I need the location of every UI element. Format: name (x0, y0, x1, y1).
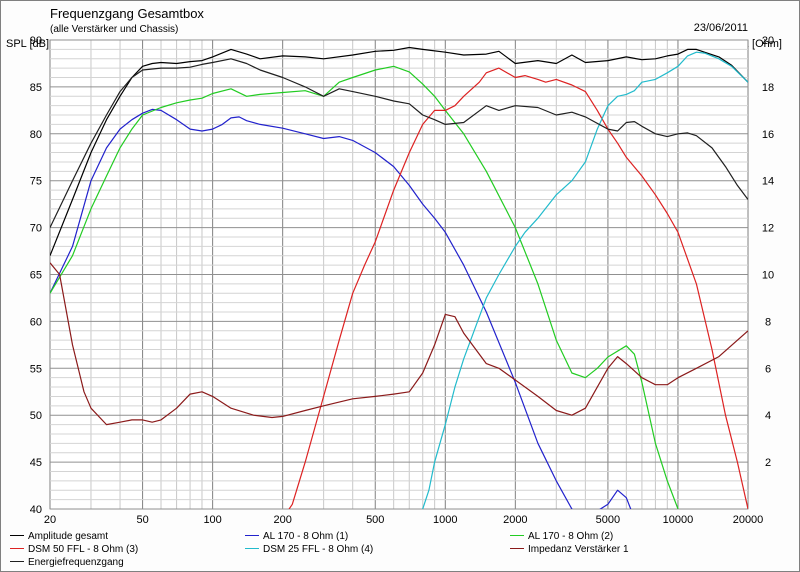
y2-tick-label: 6 (765, 363, 771, 375)
legend-label: Energiefrequenzgang (28, 557, 124, 568)
y-tick-label: 80 (30, 129, 42, 141)
y-tick-label: 70 (30, 223, 42, 235)
y-tick-label: 40 (30, 504, 42, 516)
legend-swatch (245, 534, 259, 536)
legend-label: Impedanz Verstärker 1 (528, 544, 629, 555)
y2-tick-label: 2 (765, 457, 771, 469)
x-tick-label: 10000 (663, 514, 694, 526)
chart-title: Frequenzgang Gesamtbox (50, 6, 204, 21)
chart-date: 23/06/2011 (693, 22, 748, 34)
y-tick-label: 65 (30, 270, 42, 282)
y-axis-left-label: SPL [dB] (6, 38, 50, 50)
series-line (50, 108, 632, 509)
legend-item: DSM 50 FFL - 8 Ohm (3) (10, 544, 138, 556)
chart-subtitle: (alle Verstärker und Chassis) (50, 24, 179, 35)
series-line (421, 51, 748, 509)
y2-tick-label: 14 (762, 176, 774, 188)
x-tick-label: 1000 (433, 514, 457, 526)
y2-tick-label: 8 (765, 316, 771, 328)
legend-swatch (510, 547, 524, 549)
y-axis-right-label: Z [Ohm] (742, 38, 782, 50)
series-line (50, 46, 748, 256)
legend-label: DSM 50 FFL - 8 Ohm (3) (28, 544, 139, 555)
x-tick-label: 100 (203, 514, 221, 526)
legend-item: DSM 25 FFL - 8 Ohm (4) (245, 544, 373, 556)
x-tick-label: 5000 (596, 514, 620, 526)
y2-tick-label: 16 (762, 129, 774, 141)
series-line (50, 58, 748, 228)
legend-item: Impedanz Verstärker 1 (510, 544, 629, 556)
legend-label: Amplitude gesamt (28, 531, 109, 542)
series-line (50, 262, 748, 426)
x-tick-label: 20000 (733, 514, 764, 526)
legend-item: AL 170 - 8 Ohm (2) (510, 531, 613, 543)
x-tick-label: 50 (136, 514, 148, 526)
x-tick-label: 2000 (503, 514, 527, 526)
y-tick-label: 85 (30, 82, 42, 94)
y2-tick-label: 4 (765, 410, 771, 422)
y-tick-label: 60 (30, 316, 42, 328)
x-tick-label: 20 (44, 514, 56, 526)
legend-label: AL 170 - 8 Ohm (2) (528, 531, 614, 542)
series-line (288, 67, 748, 509)
legend-item: AL 170 - 8 Ohm (1) (245, 531, 348, 543)
legend-swatch (10, 547, 24, 549)
y-tick-label: 50 (30, 410, 42, 422)
legend-swatch (245, 547, 259, 549)
x-tick-label: 500 (366, 514, 384, 526)
legend-swatch (510, 534, 524, 536)
y-tick-label: 45 (30, 457, 42, 469)
series-line (50, 65, 679, 509)
series-lines (50, 46, 748, 509)
y2-tick-label: 18 (762, 82, 774, 94)
legend: Amplitude gesamt AL 170 - 8 Ohm (1) AL 170… (0, 528, 800, 572)
legend-swatch (10, 560, 24, 562)
tick-labels: 20 50 100 200 500 1000 2000 5000 10000 2000040455… (30, 35, 774, 526)
y2-tick-label: 20 (762, 35, 774, 47)
y-tick-label: 75 (30, 176, 42, 188)
y2-tick-label: 10 (762, 270, 774, 282)
y-tick-label: 55 (30, 363, 42, 375)
legend-item: Amplitude gesamt (10, 531, 108, 543)
legend-swatch (10, 534, 24, 536)
x-tick-label: 200 (273, 514, 291, 526)
legend-item: Energiefrequenzgang (10, 557, 124, 569)
grid (49, 39, 749, 510)
y-tick-label: 90 (30, 35, 42, 47)
legend-label: DSM 25 FFL - 8 Ohm (4) (263, 544, 374, 555)
legend-label: AL 170 - 8 Ohm (1) (263, 531, 349, 542)
y2-tick-label: 12 (762, 223, 774, 235)
